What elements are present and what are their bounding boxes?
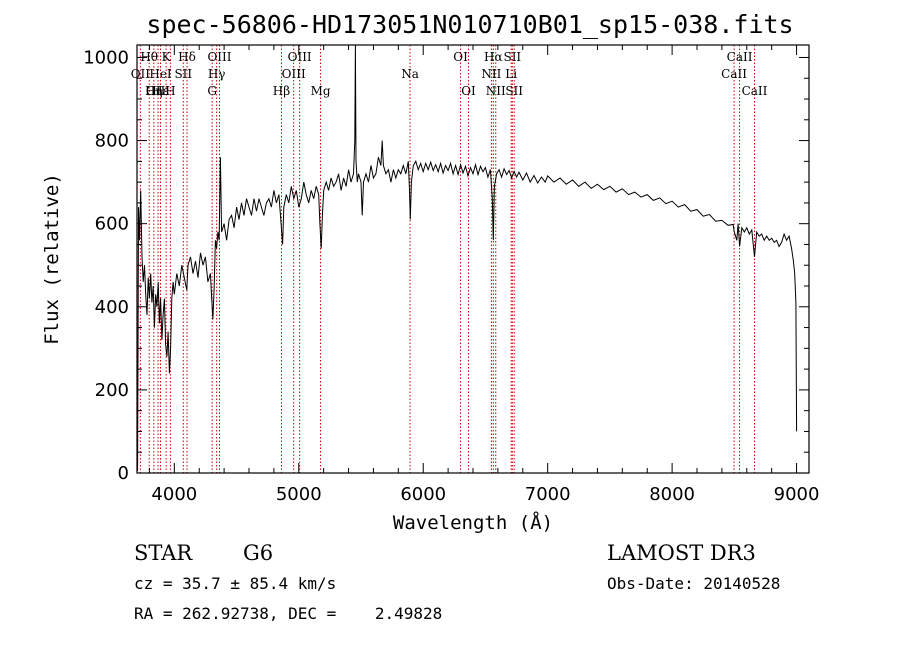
spectral-line-label: CaII <box>742 84 768 98</box>
spectral-line-label: OIII <box>207 50 231 64</box>
spectral-line-label: OIII <box>146 84 170 98</box>
spectral-line-label: CaII <box>727 50 753 64</box>
spectral-line-label: K <box>162 50 172 64</box>
spectral-line-label: SII <box>174 67 192 81</box>
spectral-line-label: Hβ <box>273 84 290 98</box>
spectral-line-label: G <box>207 84 217 98</box>
spectral-line-label: OI <box>453 50 468 64</box>
spectral-line-label: Na <box>401 67 419 81</box>
spectral-line-label: SII <box>503 50 521 64</box>
spectral-line-label: Hη <box>145 84 163 98</box>
spectral-line-label: HeI <box>149 67 172 81</box>
spectral-line-label: OI <box>461 84 476 98</box>
spectral-line-label: NII <box>481 67 501 81</box>
spectral-line-label: Mg <box>311 84 331 98</box>
redshift-readout: cz = 35.7 ± 85.4 km/s <box>134 574 336 593</box>
spectral-line-label: Hθ <box>140 50 158 64</box>
y-tick-label: 400 <box>95 297 129 318</box>
obs-date-readout: Obs-Date: 20140528 <box>607 574 780 593</box>
plot-frame <box>136 44 810 474</box>
object-subclass: G6 <box>243 541 273 565</box>
x-tick-label: 8000 <box>649 484 695 505</box>
y-tick-label: 0 <box>118 463 129 484</box>
spectral-line-label: Hδ <box>178 50 196 64</box>
object-class: STAR <box>134 541 193 565</box>
y-tick-label: 600 <box>95 214 129 235</box>
spectral-line-label: NII <box>486 84 506 98</box>
x-axis-label: Wavelength (Å) <box>393 511 553 534</box>
spectral-line-label: Hα <box>484 50 503 64</box>
x-axis-ticks: 4000 5000 6000 7000 8000 9000 <box>148 45 820 505</box>
x-tick-label: 7000 <box>525 484 571 505</box>
spectral-line-label: Hε <box>152 84 169 98</box>
coordinates-readout: RA = 262.92738, DEC = 2.49828 <box>134 604 442 623</box>
x-tick-label: 5000 <box>276 484 322 505</box>
spectral-line-label: OII <box>131 67 151 81</box>
x-tick-label: 9000 <box>774 484 820 505</box>
spectral-line-label: SII <box>505 84 523 98</box>
spectral-line-label: Hγ <box>208 67 226 81</box>
spectral-line-label: H <box>165 84 175 98</box>
survey-name: LAMOST DR3 <box>607 541 756 565</box>
spectrum-series <box>137 44 798 471</box>
spectral-line-label: Li <box>505 67 517 81</box>
spectral-line-markers <box>139 45 755 473</box>
y-tick-label: 200 <box>95 380 129 401</box>
chart-title: spec-56806-HD173051N010710B01_sp15-038.f… <box>146 10 793 39</box>
spectral-line-label: OIII <box>288 50 312 64</box>
y-axis-ticks: 0 200 400 600 800 1000 <box>83 47 809 484</box>
spectral-line-label: OIII <box>282 67 306 81</box>
spectral-line-label: CaII <box>721 67 747 81</box>
y-tick-label: 800 <box>95 131 129 152</box>
x-tick-label: 6000 <box>400 484 446 505</box>
y-axis-label: Flux (relative) <box>41 173 63 345</box>
x-tick-label: 4000 <box>151 484 197 505</box>
y-tick-label: 1000 <box>83 47 129 68</box>
